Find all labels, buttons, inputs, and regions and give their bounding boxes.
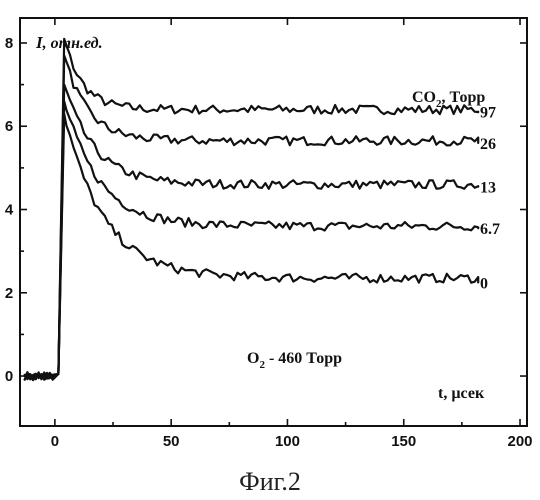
x-tick-label: 100 — [275, 433, 300, 450]
x-tick-label: 50 — [163, 433, 180, 450]
y-tick-label: 2 — [5, 285, 13, 302]
series-labels: 97 26 13 6.7 0 — [480, 105, 500, 293]
series-label-13: 13 — [480, 180, 496, 197]
y-tick-label: 8 — [5, 35, 13, 52]
x-axis-label: t, µсек — [438, 385, 485, 402]
series-label-97: 97 — [480, 105, 496, 122]
y-axis-label: I, отн.ед. — [35, 33, 103, 52]
series-line-0 — [25, 114, 479, 379]
x-tick-label: 0 — [51, 433, 59, 450]
y-tick-label: 4 — [5, 202, 14, 219]
series-line-97 — [25, 39, 479, 380]
series-label-26: 26 — [480, 136, 496, 153]
figure-caption: Фиг.2 — [239, 467, 301, 496]
series-curves — [25, 39, 479, 380]
y-tick-label: 0 — [5, 368, 13, 385]
x-tick-label: 150 — [391, 433, 416, 450]
x-tick-label: 200 — [508, 433, 533, 450]
y-tick-label: 6 — [5, 118, 13, 135]
series-line-26 — [25, 56, 479, 380]
y-axis: 0 2 4 6 8 — [5, 35, 527, 385]
series-label-0: 0 — [480, 275, 488, 292]
series-label-6.7: 6.7 — [480, 221, 500, 238]
annotation-o2: O2 - 460 Торр — [247, 350, 342, 371]
series-line-13 — [25, 85, 479, 379]
